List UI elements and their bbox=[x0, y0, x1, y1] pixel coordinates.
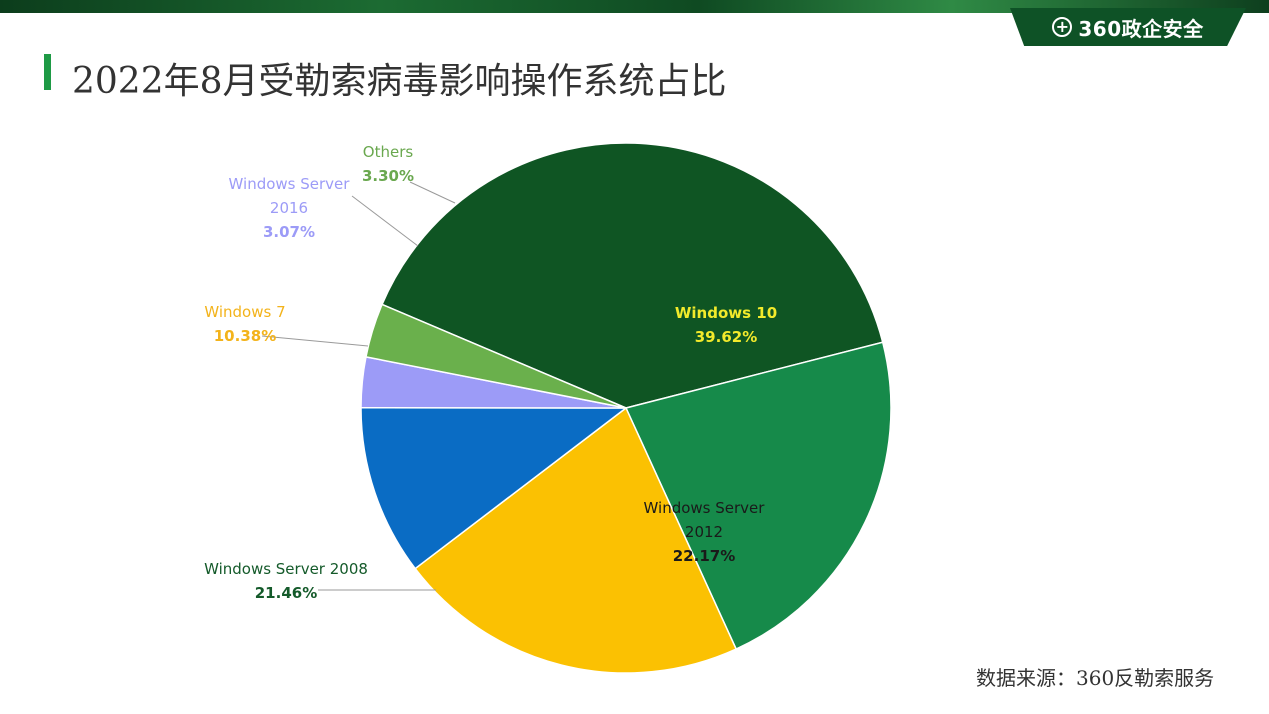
leader-line-windows-7 bbox=[261, 335, 369, 347]
logo-banner: + 360政企安全 bbox=[1010, 8, 1246, 46]
page-title: 2022年8月受勒索病毒影响操作系统占比 bbox=[72, 61, 727, 102]
data-label-name-windows-server-2008: Windows Server 2008 bbox=[204, 560, 368, 578]
pie-slice-windows-7 bbox=[360, 406, 629, 570]
top-banner bbox=[0, 0, 1269, 13]
data-label-value-windows-7: 10.38% bbox=[214, 327, 276, 345]
data-label-name-windows-10: Windows 10 bbox=[675, 304, 777, 322]
logo-text: 360政企安全 bbox=[1078, 16, 1204, 41]
pie-slice-others bbox=[365, 303, 627, 409]
title-accent-bar bbox=[44, 54, 51, 90]
data-label-value-windows-server-2012: 22.17% bbox=[673, 547, 735, 565]
data-label-name-windows-server-2012: 2012 bbox=[685, 523, 723, 541]
data-label-value-others: 3.30% bbox=[362, 167, 414, 185]
data-label-value-windows-10: 39.62% bbox=[695, 328, 757, 346]
pie-slice-windows-server-2012 bbox=[624, 341, 892, 651]
pie-slice-windows-10 bbox=[381, 142, 884, 409]
data-label-name-windows-server-2016: Windows Server bbox=[229, 175, 351, 193]
data-source-note: 数据来源：360反勒索服务 bbox=[976, 666, 1215, 690]
plus-circle-icon: + bbox=[1052, 17, 1073, 37]
data-label-value-windows-server-2016: 3.07% bbox=[263, 223, 315, 241]
data-label-name-others: Others bbox=[363, 143, 414, 161]
data-label-name-windows-server-2012: Windows Server bbox=[644, 499, 766, 517]
leader-line-windows-server-2016 bbox=[351, 195, 419, 247]
pie-slice-windows-server-2008 bbox=[414, 406, 738, 674]
data-label-value-windows-server-2008: 21.46% bbox=[255, 584, 317, 602]
data-label-name-windows-server-2016: 2016 bbox=[270, 199, 308, 217]
leader-line-others bbox=[409, 181, 456, 204]
data-label-name-windows-7: Windows 7 bbox=[204, 303, 285, 321]
